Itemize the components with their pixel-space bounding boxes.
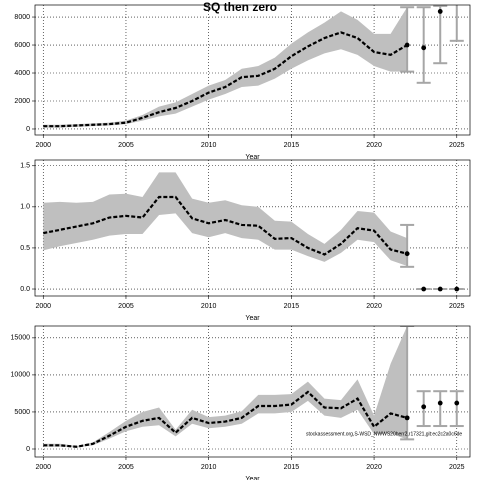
x-tick-label: 2025 [449, 464, 465, 471]
y-tick-label: 0.5 [20, 245, 30, 252]
y-tick-label: 1.5 [20, 163, 30, 170]
y-tick-label: 4000 [14, 70, 30, 77]
y-tick-label: 6000 [14, 42, 30, 49]
x-tick-label: 2015 [284, 142, 300, 149]
median-line [43, 31, 408, 128]
y-tick-label: 5000 [14, 409, 30, 416]
projection-point [421, 45, 427, 51]
projection-point [404, 251, 410, 257]
y-tick-label: 1.0 [20, 204, 30, 211]
projection-point [421, 286, 427, 292]
x-tick-label: 2000 [35, 142, 51, 149]
x-axis-label: Year [245, 315, 260, 322]
x-tick-label: 2005 [118, 464, 134, 471]
x-tick-label: 2010 [201, 142, 217, 149]
y-tick-label: 8000 [14, 14, 30, 21]
x-tick-label: 2010 [201, 464, 217, 471]
plot-frame [34, 325, 471, 458]
x-tick-label: 2000 [35, 303, 51, 310]
y-tick-label: 0 [26, 446, 30, 453]
x-tick-label: 2020 [366, 142, 382, 149]
x-axis-label: Year [245, 476, 260, 480]
chart-title: SQ then zero [203, 0, 277, 14]
x-tick-label: 2015 [284, 464, 300, 471]
plot-frame [34, 4, 471, 136]
x-tick-label: 2020 [366, 464, 382, 471]
x-tick-label: 2015 [284, 303, 300, 310]
y-tick-label: 0 [26, 126, 30, 133]
x-tick-label: 2005 [118, 142, 134, 149]
projection-point [404, 42, 410, 48]
confidence-band [43, 326, 408, 448]
x-tick-label: 2010 [201, 303, 217, 310]
annotation: stockassessment.org,S-WSD_NWWS20herr2,r1… [306, 431, 462, 437]
x-tick-label: 2005 [118, 303, 134, 310]
plot-area [43, 5, 464, 128]
projection-point [454, 400, 460, 406]
y-tick-label: 2000 [14, 98, 30, 105]
x-axis-label: Year [245, 154, 260, 161]
y-tick-label: 0.0 [20, 286, 30, 293]
y-tick-label: 15000 [11, 335, 31, 342]
plot-area [43, 326, 464, 448]
x-tick-label: 2025 [449, 142, 465, 149]
projection-point [437, 286, 443, 292]
projection-point [404, 415, 410, 421]
median-line [43, 390, 408, 448]
plot-frame [34, 159, 471, 297]
confidence-band [43, 7, 408, 128]
x-tick-label: 2000 [35, 464, 51, 471]
median-line [43, 195, 408, 256]
y-tick-label: 10000 [11, 372, 31, 379]
projection-point [421, 404, 427, 410]
projection-point [437, 9, 443, 14]
plot-area [43, 172, 464, 292]
x-tick-label: 2020 [366, 303, 382, 310]
projection-point [454, 286, 460, 292]
x-tick-label: 2025 [449, 303, 465, 310]
projection-point [437, 400, 443, 406]
